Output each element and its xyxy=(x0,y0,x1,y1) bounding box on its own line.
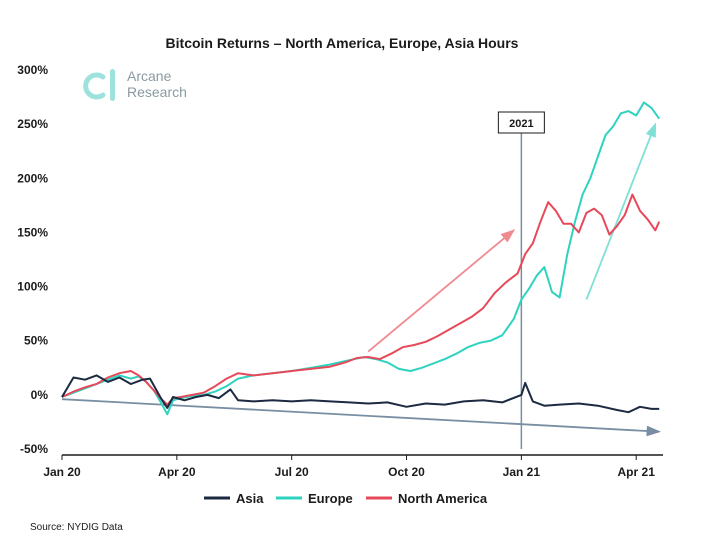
x-tick-label: Apr 21 xyxy=(618,465,656,479)
logo-mark xyxy=(83,72,106,100)
annotation-2021: 2021 xyxy=(497,111,545,449)
x-axis: Jan 20 Apr 20 Jul 20 Oct 20 Jan 21 Apr 21 xyxy=(43,454,663,479)
y-tick-label: 0% xyxy=(31,388,49,402)
y-tick-label: 250% xyxy=(17,117,48,131)
legend: Asia Europe North America xyxy=(204,491,488,506)
y-tick-label: 150% xyxy=(17,225,48,239)
source-note: Source: NYDIG Data xyxy=(30,522,123,533)
x-tick-label: Jan 20 xyxy=(43,465,81,479)
logo-line1: Arcane xyxy=(127,68,172,84)
trend-arrows xyxy=(61,122,661,437)
logo-line2: Research xyxy=(127,84,187,100)
x-tick-label: Oct 20 xyxy=(388,465,425,479)
series-lines xyxy=(61,101,661,416)
logo-bar xyxy=(110,69,115,101)
y-tick-label: 100% xyxy=(17,280,48,294)
logo: Arcane Research xyxy=(83,68,187,101)
europe-trend-arrow xyxy=(585,122,657,300)
legend-label-asia: Asia xyxy=(236,491,264,506)
annotation-label: 2021 xyxy=(509,118,533,130)
legend-label-north-america: North America xyxy=(398,491,488,506)
legend-label-europe: Europe xyxy=(308,491,353,506)
series-line-north-america xyxy=(61,193,661,406)
series-line-asia xyxy=(61,374,660,414)
north-america-trend-arrow xyxy=(367,229,516,353)
y-tick-label: 50% xyxy=(24,334,48,348)
y-tick-label: -50% xyxy=(20,442,48,456)
x-tick-label: Jul 20 xyxy=(275,465,309,479)
y-axis: 300% 250% 200% 150% 100% 50% 0% -50% xyxy=(17,63,48,456)
y-tick-label: 200% xyxy=(17,171,48,185)
series-line-europe xyxy=(61,101,661,416)
x-tick-label: Apr 20 xyxy=(158,465,196,479)
x-tick-label: Jan 21 xyxy=(503,465,541,479)
chart-title: Bitcoin Returns – North America, Europe,… xyxy=(166,35,519,51)
y-tick-label: 300% xyxy=(17,63,48,77)
annotation-box xyxy=(497,111,545,134)
